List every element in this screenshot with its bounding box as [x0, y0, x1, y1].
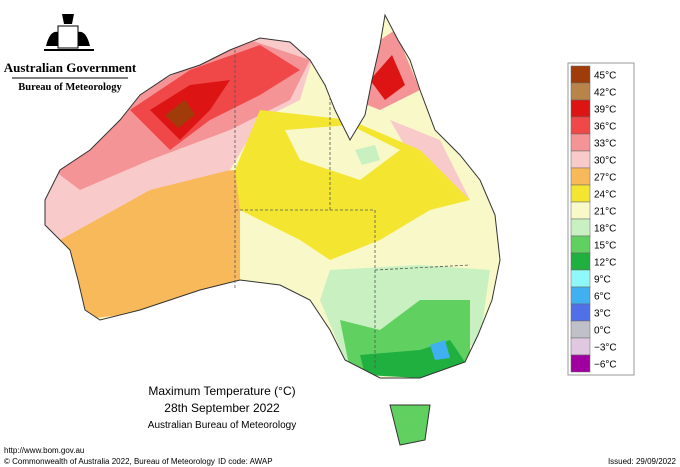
legend-swatch [570, 116, 591, 135]
legend-label: 33°C [594, 139, 616, 150]
coat-of-arms [44, 14, 94, 51]
legend-label: 0°C [594, 326, 611, 337]
footer-url: http://www.bom.gov.au [4, 446, 84, 455]
legend-swatch [570, 235, 591, 254]
legend-swatch [570, 150, 591, 169]
legend-swatch [570, 184, 591, 203]
legend-label: −3°C [594, 343, 617, 354]
legend-swatch [570, 354, 591, 373]
gov-title: Australian Government [4, 60, 137, 75]
legend-label: 30°C [594, 156, 616, 167]
legend-swatch [570, 82, 591, 101]
legend-label: 21°C [594, 207, 616, 218]
legend-label: 36°C [594, 122, 616, 133]
legend-label: 24°C [594, 190, 616, 201]
legend-label: 15°C [594, 241, 616, 252]
legend-label: 3°C [594, 309, 611, 320]
footer-copyright: © Commonwealth of Australia 2022, Bureau… [4, 457, 215, 466]
legend-label: 9°C [594, 275, 611, 286]
legend-swatch [570, 286, 591, 305]
state-borders [234, 50, 471, 370]
legend: 45°C 42°C 39°C 36°C 33°C 30°C 27°C 24°C 21°C 18°C… [567, 62, 635, 376]
footer-issued: Issued: 29/09/2022 [608, 457, 677, 466]
legend-swatch [570, 303, 591, 322]
legend-swatch [570, 320, 591, 339]
footer-id: ID code: AWAP [218, 457, 273, 466]
legend-swatch [570, 133, 591, 152]
legend-swatch [570, 337, 591, 356]
map-date: 28th September 2022 [164, 401, 280, 415]
legend-swatch [570, 269, 591, 288]
coastline [44, 13, 501, 379]
legend-swatch [570, 252, 591, 271]
legend-label: 12°C [594, 258, 616, 269]
legend-label: 45°C [594, 71, 616, 82]
legend-swatch [570, 201, 591, 220]
map-title: Maximum Temperature (°C) [148, 384, 295, 398]
map-source: Australian Bureau of Meteorology [148, 420, 296, 431]
legend-label: 39°C [594, 105, 616, 116]
legend-swatch [570, 99, 591, 118]
legend-swatch [570, 167, 591, 186]
legend-label: 27°C [594, 173, 616, 184]
legend-swatch [570, 218, 591, 237]
legend-label: 18°C [594, 224, 616, 235]
tasmania [389, 404, 431, 446]
legend-label: 42°C [594, 88, 616, 99]
legend-label: 6°C [594, 292, 611, 303]
legend-label: −6°C [594, 360, 617, 371]
bureau-title: Bureau of Meteorology [18, 82, 122, 93]
legend-swatch [570, 65, 591, 84]
